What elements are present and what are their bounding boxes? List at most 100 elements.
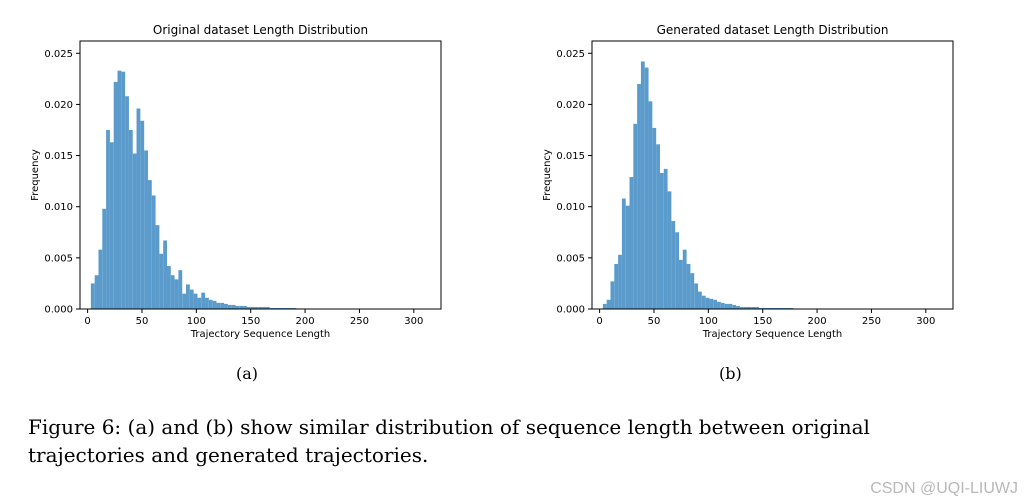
- histogram-bar: [208, 299, 213, 309]
- histogram-bar: [770, 307, 775, 309]
- histogram-bar: [606, 299, 611, 309]
- histogram-bar: [147, 180, 152, 309]
- histogram-bar: [766, 307, 771, 309]
- histogram-bar: [239, 305, 244, 309]
- y-tick-label: 0.010: [44, 202, 73, 213]
- plot-frame: [79, 40, 442, 310]
- y-axis-label: Frequency: [542, 149, 553, 201]
- histogram-bar: [781, 307, 786, 309]
- histogram-bar: [758, 307, 763, 309]
- histogram-bar: [140, 120, 145, 309]
- histogram-bar: [269, 307, 274, 309]
- histogram-bar: [186, 284, 190, 309]
- histogram-bar: [125, 96, 129, 310]
- histogram-bar: [216, 302, 221, 309]
- histogram-bar: [182, 293, 187, 309]
- histogram-bar: [610, 281, 615, 309]
- x-axis-label: Trajectory Sequence Length: [190, 329, 331, 340]
- histogram-bar: [201, 292, 206, 309]
- histogram-bar: [648, 101, 653, 309]
- histogram-bar: [224, 303, 228, 309]
- histogram-bar: [762, 307, 767, 309]
- histogram-bar: [671, 221, 676, 309]
- y-tick-label: 0.020: [556, 100, 585, 111]
- histogram-bar: [732, 304, 737, 309]
- histogram-bar: [121, 71, 126, 309]
- histogram-bar: [663, 168, 668, 309]
- histogram-bar: [621, 198, 626, 309]
- histogram-bar: [625, 205, 630, 309]
- watermark: CSDN @UQI-LIUWJ: [870, 480, 1018, 497]
- histogram-bar: [113, 81, 118, 309]
- y-tick-label: 0.015: [556, 151, 585, 162]
- histogram-bar: [98, 249, 103, 309]
- histogram-bar: [102, 208, 107, 309]
- histogram-bar: [724, 303, 729, 309]
- histogram-bar: [205, 297, 209, 309]
- x-tick-label: 50: [648, 316, 661, 327]
- x-tick-label: 300: [404, 316, 423, 327]
- histogram-bar: [197, 297, 202, 309]
- x-tick-label: 100: [187, 316, 206, 327]
- y-tick-label: 0.010: [556, 202, 585, 213]
- x-tick-label: 0: [84, 316, 90, 327]
- y-tick-label: 0.000: [556, 305, 585, 316]
- histogram-bar: [193, 293, 198, 309]
- histogram-bar: [675, 232, 679, 309]
- histogram-bar: [690, 273, 695, 309]
- histogram-bar: [212, 300, 217, 309]
- x-tick-label: 150: [753, 316, 772, 327]
- histogram-bar: [227, 304, 232, 309]
- histogram-bar: [694, 283, 699, 309]
- histogram-bar: [698, 291, 702, 309]
- x-tick-label: 250: [350, 316, 369, 327]
- plot-frame: [591, 40, 954, 310]
- y-tick-label: 0.020: [44, 100, 73, 111]
- histogram-bar: [155, 225, 160, 309]
- x-tick-label: 150: [241, 316, 260, 327]
- y-tick-label: 0.005: [556, 253, 585, 264]
- histogram-bar: [633, 123, 638, 309]
- histogram-bar: [90, 283, 95, 309]
- histogram-bar: [720, 302, 725, 309]
- histogram-bar: [262, 306, 266, 309]
- histogram-bar: [652, 127, 657, 309]
- histogram-bar: [220, 302, 225, 309]
- histogram-bar: [743, 306, 748, 309]
- histogram-bar: [614, 263, 619, 309]
- histogram-bar: [163, 240, 167, 309]
- histogram-bar: [265, 306, 270, 309]
- histogram-bar: [189, 289, 194, 309]
- histogram-bar: [736, 305, 740, 309]
- histogram-bars: [602, 61, 794, 310]
- histogram-bar: [178, 270, 183, 309]
- histogram-bar: [273, 307, 278, 309]
- histogram-bar: [166, 266, 171, 309]
- histogram-bar: [785, 307, 790, 309]
- y-tick-label: 0.015: [44, 151, 73, 162]
- histogram-bar: [288, 307, 293, 309]
- histogram-bar: [686, 263, 691, 309]
- histogram-bar: [254, 306, 259, 309]
- subcaption-a: (a): [236, 364, 259, 383]
- histogram-bar: [701, 295, 706, 309]
- histogram-bar: [246, 306, 251, 309]
- histogram-bar: [717, 301, 721, 309]
- histogram-bar: [235, 305, 240, 309]
- histogram-bar: [132, 153, 137, 309]
- histogram-bar: [659, 172, 664, 309]
- y-tick-label: 0.025: [44, 49, 73, 60]
- histogram-bar: [159, 253, 164, 309]
- histogram-bar: [656, 144, 660, 309]
- histogram-bar: [136, 108, 141, 309]
- histogram-bar: [231, 304, 236, 309]
- histogram-bar: [774, 307, 778, 309]
- histogram-bar: [644, 67, 649, 309]
- histogram-bar: [243, 305, 247, 309]
- histogram-bar: [117, 70, 122, 309]
- figure-caption: Figure 6: (a) and (b) show similar distr…: [28, 415, 870, 467]
- histogram-bar: [709, 298, 714, 309]
- histogram-bar: [629, 177, 634, 309]
- x-tick-label: 50: [136, 316, 149, 327]
